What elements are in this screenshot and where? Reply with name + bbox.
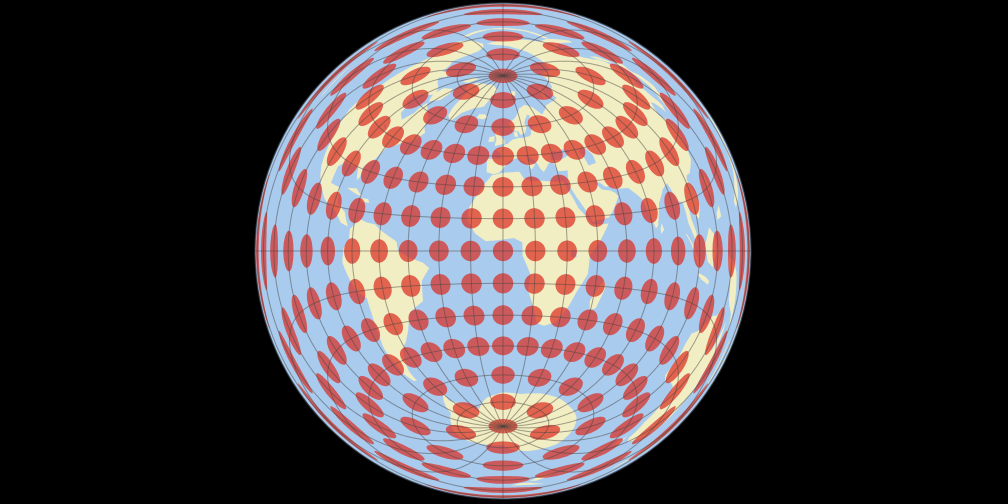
land-new-zealand-north — [510, 482, 546, 486]
land-aleutians — [462, 27, 549, 39]
tissot-ellipse — [609, 63, 644, 89]
graticule-line — [289, 4, 717, 220]
tissot-ellipse — [316, 92, 347, 129]
graticule-line — [368, 345, 638, 481]
land-sakhalin — [588, 56, 615, 64]
land-greenland — [448, 83, 498, 122]
tissot-ellipse — [566, 450, 632, 481]
tissot-ellipse — [383, 438, 425, 461]
tissot-ellipse — [736, 173, 750, 329]
tissot-ellipse — [362, 413, 397, 439]
tissot-ellipse — [425, 4, 581, 18]
graticule-line — [289, 282, 717, 498]
graticule-line — [327, 314, 679, 491]
graticule-line — [456, 53, 550, 101]
tissot-ellipse — [362, 63, 397, 89]
tissot-ellipse — [632, 57, 676, 96]
tissot-group — [256, 4, 750, 498]
land-ireland — [488, 136, 495, 142]
tissot-ellipse — [632, 406, 676, 445]
graticule-line — [411, 35, 595, 128]
tissot-ellipse — [693, 330, 728, 394]
graticule-line — [456, 401, 550, 449]
tissot-ellipse — [330, 406, 374, 445]
tissot-ellipse — [374, 21, 440, 52]
tissot-ellipse — [278, 108, 313, 172]
tissot-ellipse — [659, 373, 690, 410]
land-hawaii — [320, 67, 350, 98]
graticule-group — [255, 3, 751, 499]
land-iceland — [476, 114, 488, 120]
tissot-ellipse — [659, 92, 690, 129]
land-java — [698, 273, 710, 285]
land-mindanao — [716, 205, 722, 220]
graticule-line — [327, 11, 679, 188]
land-ellesmere — [462, 77, 480, 83]
graticule-line — [411, 374, 595, 467]
tissot-ellipse — [374, 450, 440, 481]
tissot-ellipse — [609, 413, 644, 439]
tissot-ellipse — [581, 438, 623, 461]
tissot-ellipse — [566, 21, 632, 52]
graticule-line — [368, 21, 638, 157]
tissot-ellipse — [330, 57, 374, 96]
land-denmark — [514, 131, 519, 137]
land-cuba — [347, 187, 363, 197]
tissot-ellipse — [693, 108, 728, 172]
map-clip-group — [255, 3, 751, 499]
land-new-guinea — [727, 255, 737, 334]
tissot-ellipse — [383, 41, 425, 64]
tissot-ellipse — [581, 41, 623, 64]
land-sri-lanka — [660, 223, 665, 235]
land-japan — [615, 60, 675, 116]
tissot-ellipse — [425, 484, 581, 498]
tissot-ellipse — [316, 373, 347, 410]
tissot-ellipse — [256, 173, 270, 329]
tissot-ellipse — [278, 330, 313, 394]
map-outline — [254, 2, 752, 500]
land-baffin — [428, 88, 453, 102]
